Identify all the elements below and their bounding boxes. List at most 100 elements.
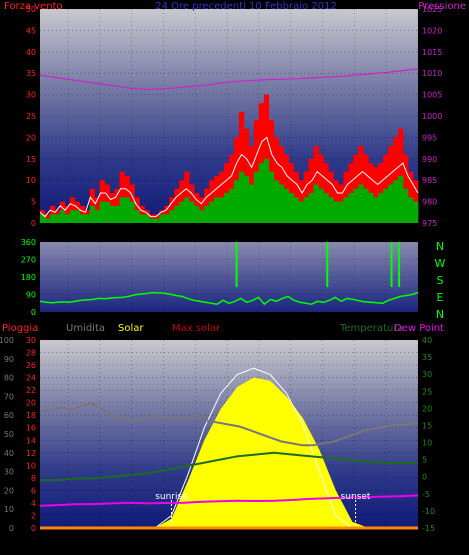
x-tick-label: 00 — [412, 315, 424, 325]
y-tick-label-humidity: 70 — [4, 392, 14, 401]
wind-speed-bar — [323, 193, 329, 223]
wind-speed-bar — [353, 188, 359, 223]
legend-label: Umidita — [66, 323, 105, 334]
wind-speed-bar — [114, 205, 120, 223]
y-tick-label-left: 0 — [31, 308, 36, 317]
x-tick-label: 02 — [62, 542, 73, 552]
y-tick-label-left: 15 — [26, 155, 36, 164]
y-tick-label-right: 1020 — [422, 26, 442, 35]
panel-wind-ticks: 02 04 06 08 10 12 14 16 18 20 22 000510152025303540… — [26, 5, 443, 239]
y-tick-label-rain: 8 — [31, 474, 36, 483]
legend-label: Temperatura — [339, 323, 404, 334]
y-tick-label-rain: 0 — [31, 524, 36, 533]
x-tick-label: 16 — [285, 315, 297, 325]
wind-speed-bar — [303, 197, 309, 223]
legend-label: Max solar — [172, 323, 221, 334]
y-tick-label-rain: 26 — [26, 361, 36, 370]
wind-average-line — [39, 136, 419, 218]
wind-speed-bar — [94, 210, 100, 223]
y-tick-label-left: 20 — [26, 133, 36, 142]
wind-speed-bar — [248, 184, 255, 223]
wind-speed-bar — [343, 197, 349, 223]
panel-weather-marks: sunrise sunset — [39, 367, 419, 530]
y-tick-label-rain: 14 — [26, 436, 36, 445]
y-tick-label-rain: 18 — [26, 411, 36, 420]
solar-area — [40, 377, 418, 528]
y-tick-label-rain: 2 — [31, 511, 36, 520]
wind-speed-bar — [174, 205, 180, 223]
wind-speed-bar — [408, 197, 414, 223]
wind-speed-bar — [253, 171, 260, 223]
wind-speed-bar — [333, 201, 339, 223]
y-tick-label-right: 5 — [422, 456, 427, 465]
wind-speed-bar — [159, 214, 165, 223]
wind-speed-bar — [348, 193, 354, 223]
wind-speed-bar — [204, 205, 210, 223]
y-tick-label-left: 0 — [31, 219, 36, 228]
wind-speed-bar — [368, 193, 374, 223]
legend-label: Dew Point — [394, 323, 444, 334]
y-tick-label-humidity: 90 — [4, 355, 14, 364]
wind-speed-bar — [238, 171, 245, 223]
compass-label: S — [437, 274, 444, 287]
panel-wind-right-label: Pressione — [418, 1, 466, 12]
wind-speed-bar — [214, 197, 220, 223]
y-tick-label-humidity: 50 — [4, 430, 14, 439]
wind-speed-bar — [154, 218, 160, 223]
wind-speed-bar — [124, 197, 130, 223]
y-tick-label-left: 45 — [26, 26, 36, 35]
wind-speed-bar — [328, 197, 334, 223]
wind-speed-bar — [99, 201, 105, 223]
y-tick-label-right: 1015 — [422, 48, 442, 57]
x-tick-label: 16 — [285, 542, 297, 552]
y-tick-label-right: 20 — [422, 404, 432, 413]
wind-speed-bar — [109, 205, 115, 223]
y-tick-label-humidity: 80 — [4, 374, 14, 383]
y-tick-label-right: 1025 — [422, 5, 442, 14]
x-tick-label: 02 — [62, 229, 73, 239]
y-tick-label-right: 1005 — [422, 91, 442, 100]
y-tick-label-right: 985 — [422, 176, 437, 185]
y-tick-label-rain: 24 — [26, 374, 36, 383]
wind-speed-bar — [44, 218, 51, 223]
x-tick-label: 06 — [126, 542, 138, 552]
y-tick-label-right: 40 — [422, 336, 432, 345]
panel-direction-marks — [39, 242, 419, 306]
x-tick-label: 12 — [221, 229, 232, 239]
x-tick-label: 20 — [349, 315, 361, 325]
pressure-line — [39, 68, 419, 91]
y-tick-label-right: 980 — [422, 198, 437, 207]
wind-speed-bar — [134, 210, 140, 223]
y-tick-label-rain: 16 — [26, 424, 36, 433]
x-tick-label: 06 — [126, 229, 138, 239]
y-tick-label-left: 10 — [26, 176, 36, 185]
y-tick-label-left: 360 — [21, 238, 36, 247]
y-tick-label-left: 180 — [21, 273, 36, 282]
wind-direction-line — [39, 291, 419, 306]
wind-speed-bar — [144, 214, 150, 223]
x-tick-label: 18 — [317, 315, 329, 325]
wind-speed-bar — [398, 175, 404, 223]
wind-speed-bar — [119, 197, 125, 223]
wind-speed-bar — [298, 201, 304, 223]
compass-label: W — [435, 257, 446, 270]
y-tick-label-humidity: 100 — [0, 336, 14, 345]
y-tick-label-rain: 6 — [31, 486, 36, 495]
wind-speed-bar — [89, 205, 96, 223]
panel-wind-title: 24 Ore precedenti 10 Febbraio 2012 — [155, 1, 336, 12]
y-tick-label-right: 35 — [422, 353, 432, 362]
x-tick-label: 12 — [221, 542, 232, 552]
x-tick-label: 20 — [349, 542, 361, 552]
wind-speed-bar — [233, 180, 240, 223]
wind-speed-bar — [184, 197, 190, 223]
x-tick-label: 06 — [126, 315, 138, 325]
compass-label: E — [437, 291, 444, 304]
x-tick-label: 14 — [253, 542, 265, 552]
y-tick-label-left: 25 — [26, 112, 36, 121]
y-tick-label-right: 10 — [422, 439, 432, 448]
x-tick-label: 10 — [190, 542, 202, 552]
sunrise-label: sunrise — [155, 492, 188, 502]
wind-gust-bar — [308, 158, 314, 223]
wind-speed-bar — [373, 197, 379, 223]
x-tick-label: 10 — [190, 315, 202, 325]
